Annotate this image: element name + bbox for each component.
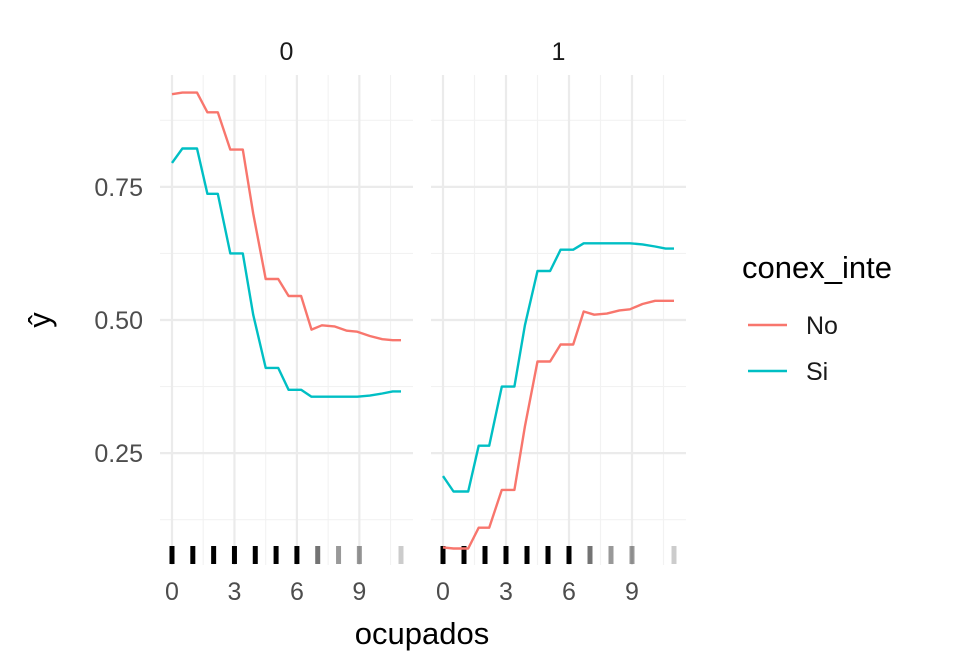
rug-mark bbox=[440, 546, 446, 564]
rug-mark bbox=[252, 546, 258, 564]
x-tick-label: 9 bbox=[625, 578, 639, 606]
panels: 0 0 3 6 9 1 0 3 6 9 bbox=[160, 38, 686, 606]
rug-mark bbox=[587, 546, 593, 564]
rug-mark bbox=[608, 546, 614, 564]
series-line-si bbox=[442, 242, 674, 493]
x-tick-label: 3 bbox=[228, 578, 242, 606]
rug-mark bbox=[231, 546, 237, 564]
rug-mark bbox=[629, 546, 635, 564]
facet-strip-label: 1 bbox=[552, 38, 566, 66]
facet-strip-label: 0 bbox=[280, 38, 294, 66]
rug-mark bbox=[461, 546, 467, 564]
rug-mark bbox=[190, 546, 196, 564]
series-line-no bbox=[171, 91, 401, 342]
x-tick-label: 6 bbox=[562, 578, 576, 606]
series-line-no bbox=[442, 299, 674, 550]
y-axis: 0.25 0.50 0.75 bbox=[94, 174, 143, 468]
rug-mark bbox=[398, 546, 404, 564]
rug-mark bbox=[273, 546, 279, 564]
rug-mark bbox=[294, 546, 300, 564]
series-line-si bbox=[171, 147, 401, 398]
rug-mark bbox=[503, 546, 509, 564]
x-tick-label: 3 bbox=[499, 578, 513, 606]
rug-mark bbox=[524, 546, 530, 564]
rug-mark bbox=[211, 546, 217, 564]
rug-mark bbox=[169, 546, 175, 564]
x-tick-label: 0 bbox=[436, 578, 450, 606]
rug-mark bbox=[545, 546, 551, 564]
x-axis-title: ocupados bbox=[355, 616, 489, 651]
x-tick-label: 9 bbox=[352, 578, 366, 606]
rug-mark bbox=[566, 546, 572, 564]
y-tick-label: 0.50 bbox=[94, 307, 143, 335]
y-tick-label: 0.25 bbox=[94, 440, 143, 468]
legend-title: conex_inte bbox=[742, 250, 892, 285]
x-tick-label: 6 bbox=[290, 578, 304, 606]
legend-label-si: Si bbox=[806, 358, 828, 386]
y-tick-label: 0.75 bbox=[94, 174, 143, 202]
panel-0: 0 0 3 6 9 bbox=[160, 38, 413, 606]
legend-label-no: No bbox=[806, 312, 838, 340]
rug-mark bbox=[336, 546, 342, 564]
panel-1: 1 0 3 6 9 bbox=[431, 38, 686, 606]
rug-mark bbox=[356, 546, 362, 564]
rug-mark bbox=[671, 546, 677, 564]
x-tick-label: 0 bbox=[165, 578, 179, 606]
rug-mark bbox=[315, 546, 321, 564]
y-axis-title: ŷ bbox=[22, 312, 57, 328]
legend: conex_inte No Si bbox=[742, 250, 892, 386]
rug-mark bbox=[482, 546, 488, 564]
